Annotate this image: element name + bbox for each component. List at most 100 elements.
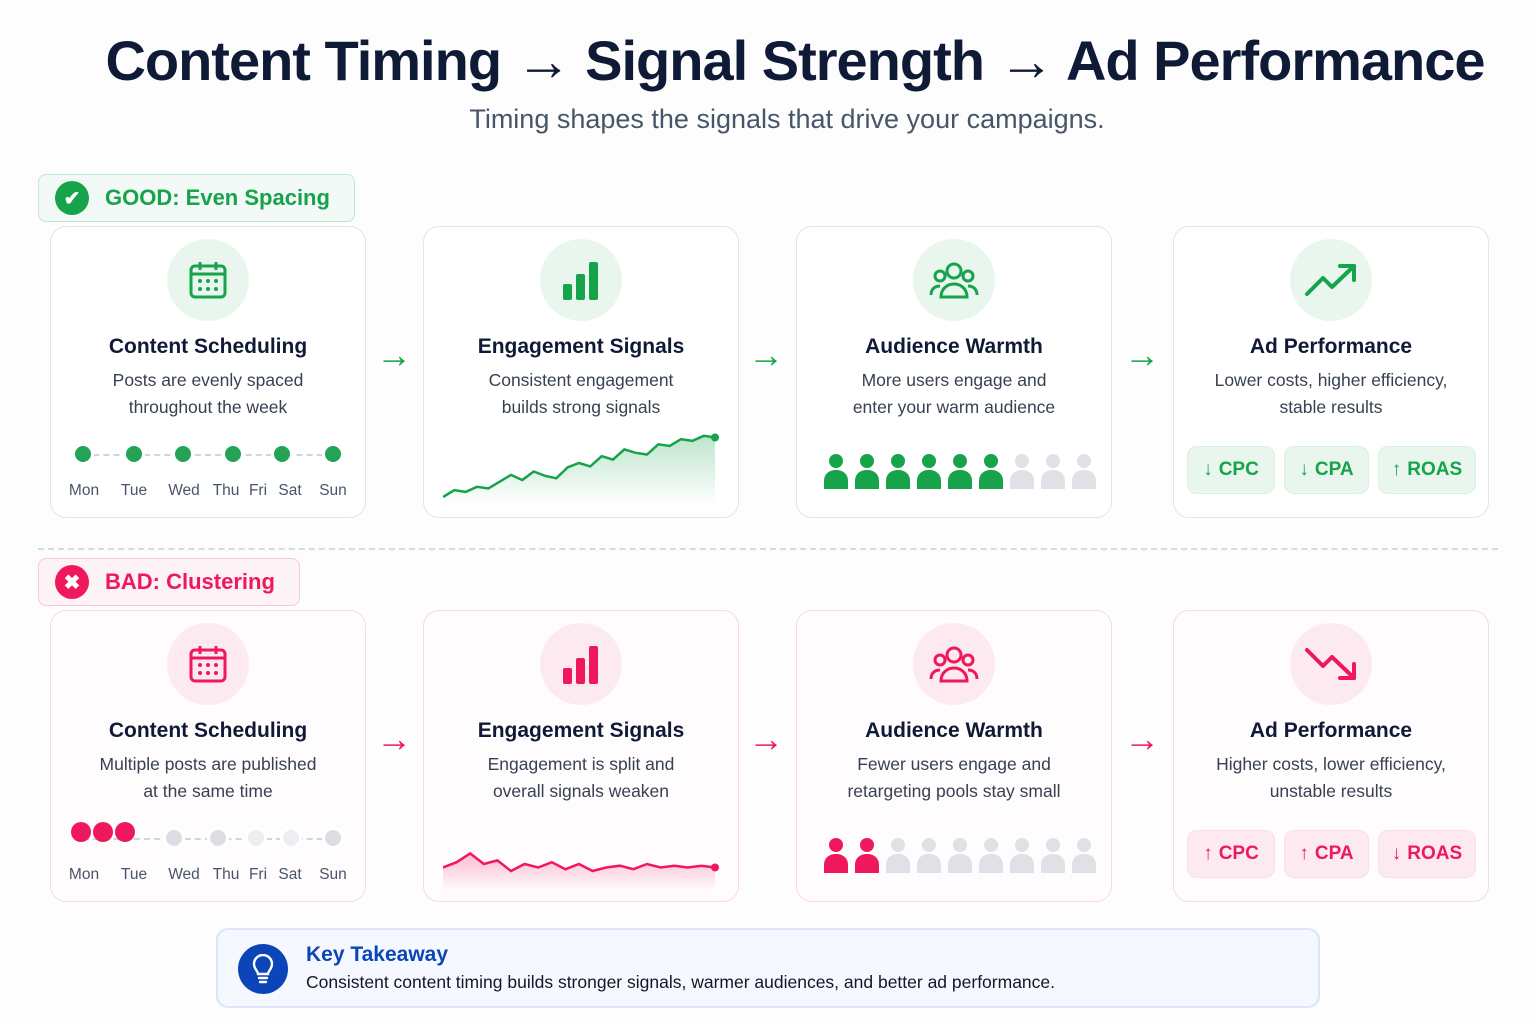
description-line: Higher costs, lower efficiency,	[1216, 754, 1446, 774]
card-description: Posts are evenly spaced throughout the we…	[71, 367, 345, 421]
person-empty-icon	[1009, 837, 1035, 878]
calendar-icon	[167, 239, 249, 321]
card-description: More users engage and enter your warm aud…	[817, 367, 1091, 421]
description-line: Posts are evenly spaced	[112, 370, 304, 390]
post-dot	[126, 446, 142, 462]
arrow-up-icon: ↑	[1391, 459, 1402, 480]
person-empty-icon	[1040, 453, 1066, 494]
metric-label: CPA	[1314, 459, 1354, 480]
post-dot	[274, 446, 290, 462]
users-icon	[913, 239, 995, 321]
status-badge-bad: ✖ BAD: Clustering	[38, 558, 300, 606]
check-icon: ✔	[55, 181, 89, 215]
arrow-right-icon: →	[748, 718, 784, 759]
post-dot	[75, 446, 91, 462]
post-dot	[115, 822, 135, 842]
users-icon	[913, 623, 995, 705]
description-line: More users engage and	[861, 370, 1047, 390]
card-audience-warmth: Audience Warmth Fewer users engage and ret…	[796, 610, 1112, 902]
person-filled-icon	[947, 453, 973, 494]
card-description: Lower costs, higher efficiency, stable re…	[1194, 367, 1468, 421]
card-title: Audience Warmth	[865, 719, 1043, 742]
arrow-down-icon: ↓	[1391, 843, 1402, 864]
badge-label: GOOD: Even Spacing	[105, 185, 330, 210]
person-filled-icon	[823, 837, 849, 878]
engagement-sparkline	[442, 811, 723, 896]
person-filled-icon	[854, 453, 880, 494]
description-line: overall signals weaken	[492, 781, 670, 801]
day-label: Tue	[120, 482, 148, 499]
metric-pill-cpa: ↑ CPA	[1284, 830, 1369, 878]
arrow-right-icon: →	[1124, 718, 1160, 759]
description-line: Multiple posts are published	[99, 754, 317, 774]
arrow-down-icon: ↓	[1299, 459, 1309, 480]
card-title: Content Scheduling	[108, 335, 308, 358]
badge-label: BAD: Clustering	[105, 569, 275, 594]
person-empty-icon	[1071, 837, 1097, 878]
post-dot	[225, 446, 241, 462]
card-description: Multiple posts are published at the same …	[71, 751, 345, 805]
card-title: Audience Warmth	[865, 335, 1043, 358]
day-label: Mon	[68, 482, 100, 499]
description-line: Engagement is split and	[487, 754, 675, 774]
takeaway-text: Consistent content timing builds stronge…	[306, 972, 1056, 992]
description-line: builds strong signals	[501, 397, 661, 417]
day-label: Tue	[120, 866, 148, 883]
day-label: Mon	[68, 866, 100, 883]
metric-label: ROAS	[1407, 843, 1463, 864]
description-line: enter your warm audience	[852, 397, 1056, 417]
metric-label: CPC	[1218, 843, 1259, 864]
metric-label: CPC	[1218, 459, 1259, 480]
empty-dot	[248, 830, 264, 846]
card-title: Engagement Signals	[477, 335, 685, 358]
card-title: Ad Performance	[1249, 719, 1413, 742]
arrow-up-icon: ↑	[1203, 843, 1213, 864]
engagement-sparkline	[442, 425, 723, 510]
card-description: Higher costs, lower efficiency, unstable …	[1194, 751, 1468, 805]
description-line: unstable results	[1269, 781, 1393, 801]
calendar-icon	[167, 623, 249, 705]
day-label: Sun	[319, 482, 347, 499]
post-dot	[71, 822, 91, 842]
person-filled-icon	[854, 837, 880, 878]
section-divider	[38, 548, 1498, 550]
status-badge-good: ✔ GOOD: Even Spacing	[38, 174, 355, 222]
description-line: at the same time	[143, 781, 273, 801]
card-description: Consistent engagement builds strong signa…	[444, 367, 718, 421]
description-line: stable results	[1279, 397, 1383, 417]
card-description: Fewer users engage and retargeting pools …	[817, 751, 1091, 805]
timeline-line	[83, 454, 333, 456]
description-line: Consistent engagement	[488, 370, 674, 390]
post-dot	[93, 822, 113, 842]
page-subtitle: Timing shapes the signals that drive you…	[469, 104, 1105, 134]
description-line: Lower costs, higher efficiency,	[1214, 370, 1448, 390]
day-label: Fri	[248, 866, 268, 883]
trend-down-icon	[1290, 623, 1372, 705]
x-icon: ✖	[55, 565, 89, 599]
person-filled-icon	[823, 453, 849, 494]
metric-label: ROAS	[1407, 459, 1463, 480]
person-empty-icon	[1071, 453, 1097, 494]
person-empty-icon	[885, 837, 911, 878]
post-dot	[325, 446, 341, 462]
card-engagement-signals: Engagement Signals Engagement is split an…	[423, 610, 739, 902]
bar-chart-icon	[540, 623, 622, 705]
metric-pill-cpc: ↓ CPC	[1187, 446, 1275, 494]
card-title: Content Scheduling	[108, 719, 308, 742]
description-line: throughout the week	[128, 397, 288, 417]
card-title: Engagement Signals	[477, 719, 685, 742]
empty-dot	[325, 830, 341, 846]
metric-pill-cpa: ↓ CPA	[1284, 446, 1369, 494]
day-label: Sat	[278, 866, 302, 883]
person-empty-icon	[916, 837, 942, 878]
card-audience-warmth: Audience Warmth More users engage and ente…	[796, 226, 1112, 518]
metric-pill-cpc: ↑ CPC	[1187, 830, 1275, 878]
day-label: Sun	[319, 866, 347, 883]
timeline-line	[83, 838, 333, 840]
description-line: Fewer users engage and	[857, 754, 1051, 774]
card-engagement-signals: Engagement Signals Consistent engagement b…	[423, 226, 739, 518]
metric-pill-roas: ↑ ROAS	[1378, 446, 1476, 494]
arrow-right-icon: →	[376, 334, 412, 375]
day-label: Thu	[212, 482, 240, 499]
post-dot	[175, 446, 191, 462]
